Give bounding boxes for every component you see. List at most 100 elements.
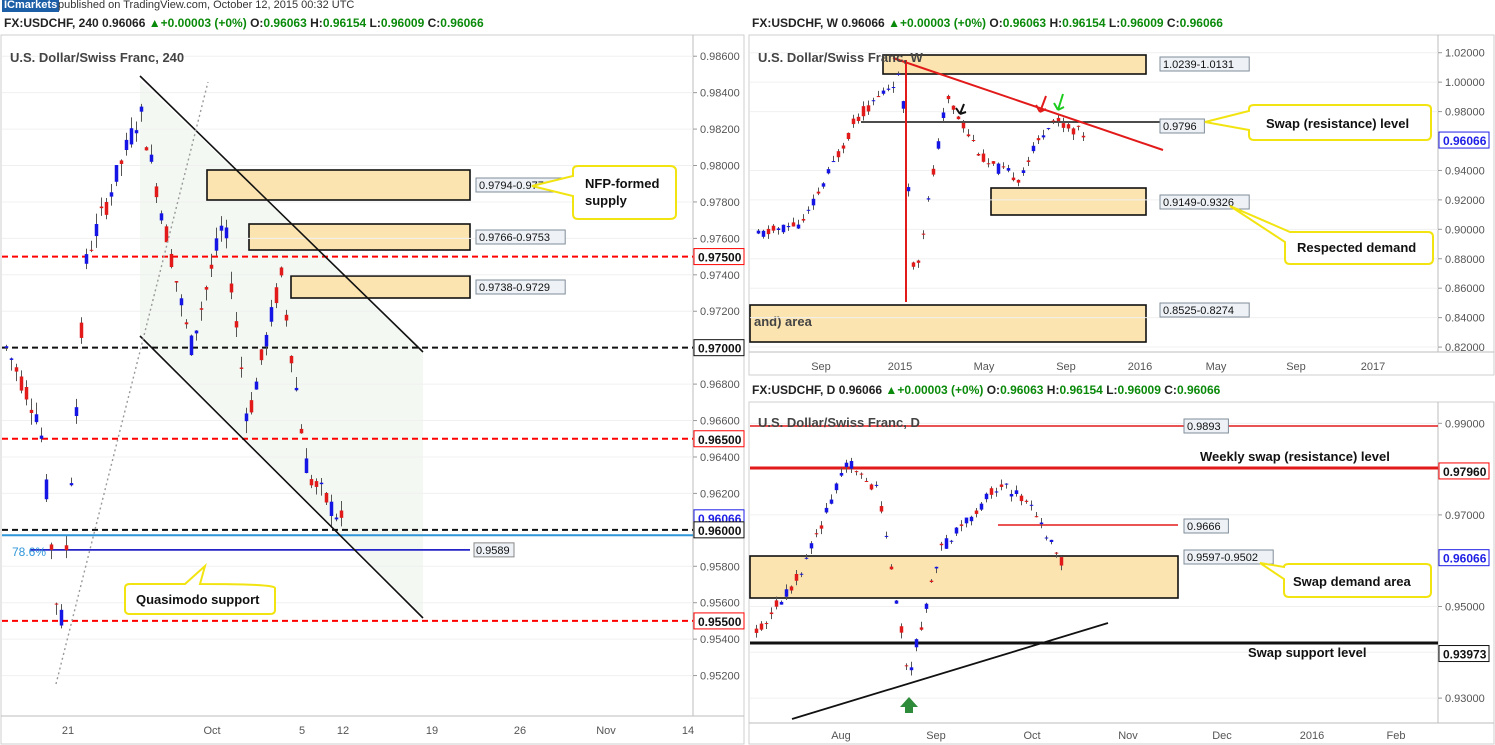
supply-zone-1239[interactable] [882,54,1147,75]
up-arrow-icon: ▲ [148,16,161,30]
demand-zone-9149[interactable] [990,187,1147,216]
callout-nfp-text-2: supply [585,193,628,208]
candle-body [991,161,996,164]
candle-body [24,387,29,400]
candle-body [1039,522,1044,525]
candle-body [844,462,849,468]
candle-body [959,524,964,526]
candle-body [781,224,786,233]
y-tick-label: 0.88000 [1445,254,1485,266]
y-tick-label: 0.96600 [700,416,740,428]
price-tag-current: 0.96066 [1443,134,1487,148]
candle-body [984,493,989,500]
candle-body [339,510,344,518]
candle-body [784,589,789,597]
y-tick-label: 0.96200 [700,488,740,500]
candle-body [894,600,899,604]
callout-swap-resistance[interactable]: Swap (resistance) level [1204,104,1432,141]
candle-body [334,517,339,520]
publish-info: published on TradingView.com, October 12… [58,0,355,11]
zone-label: 0.9666 [1187,521,1221,533]
candle-body [854,471,859,473]
price-tag-current: 0.96066 [1443,552,1487,566]
supply-zone-0738[interactable] [290,275,471,299]
price-change: +0.00003 (+0%) [160,16,247,30]
price-tag-black: 0.93973 [1443,648,1487,662]
supply-zone-0766[interactable] [248,223,471,251]
candle-body [314,481,319,487]
candle-body [946,95,951,100]
candle-body [891,87,896,89]
zone-inner-label: and) area [754,314,813,329]
candle-body [901,101,906,109]
channel-upper-line[interactable] [139,75,424,353]
price-tag-box [693,612,745,630]
candle-body [799,573,804,575]
candle-body [976,153,981,156]
callout-quasimodo[interactable]: Quasimodo support [124,562,276,615]
y-tick-label: 0.96800 [700,379,740,391]
fib-trend-line[interactable] [55,81,209,685]
candle-body [949,540,954,542]
callout-respected-demand[interactable]: Respected demand [1229,205,1434,265]
candle-body [1016,179,1021,183]
price-tag-red: 0.96500 [698,433,742,447]
price-tag-box [693,248,745,266]
candle-body [254,381,259,390]
candle-body [1019,495,1024,502]
quasimodo-level-label: 0.9589 [476,545,510,557]
zone-label-box [475,229,566,245]
candle-body [936,141,941,149]
candle-body [264,334,269,347]
x-tick-label: Sep [1056,361,1076,373]
zone-label: 1.0239-1.0131 [1163,59,1234,71]
y-tick-label: 0.97000 [1445,510,1485,522]
y-tick-label: 0.95000 [1445,602,1485,614]
candle-body [954,527,959,534]
callout-nfp-supply[interactable]: NFP-formed supply [531,165,677,220]
chart-panel-4h[interactable]: 0.98600 0.98400 0.98200 0.98000 0.97800 0.976… [0,34,745,745]
candle-body [94,224,99,237]
candle-body [899,626,904,633]
panel-header-weekly: FX:USDCHF, W 0.96066 ▲+0.00003 (+0%) O:0… [752,16,1223,30]
chart-panel-daily[interactable]: 0.990000.980000.970000.950000.940000.930… [748,401,1495,745]
chart-panel-weekly[interactable]: and) area 1.02000 1.00000 0.98000 0.94000 0.… [748,34,1495,376]
price-tag-black: 0.97000 [698,342,742,356]
channel-lower-line[interactable] [139,335,424,619]
candle-body [139,106,144,112]
y-tick-label: 0.98000 [700,161,740,173]
candle-body [911,262,916,267]
price-tag-box [1438,462,1490,480]
candle-body [194,330,199,334]
y-tick-label: 0.82000 [1445,342,1485,354]
symbol-label[interactable]: FX:USDCHF, D [752,383,836,397]
candle-body [834,483,839,491]
candle-body [1014,490,1019,495]
candle-body [1046,128,1051,130]
candle-body [154,186,159,198]
callout-swap-demand[interactable]: Swap demand area [1259,562,1432,598]
candle-body [189,335,194,356]
high-value: 0.96154 [1059,383,1103,397]
support-trend-line[interactable] [791,622,1109,720]
candle-body [874,484,879,486]
candle-body [219,225,224,231]
brand-logo[interactable]: ICmarkets [2,0,60,12]
candle-body [1036,138,1041,141]
candle-body [926,198,931,200]
candle-body [889,566,894,570]
candle-body [164,226,169,243]
symbol-label[interactable]: FX:USDCHF, W [752,16,838,30]
candle-body [994,491,999,493]
candle-body [124,139,129,150]
supply-zone-0794[interactable] [206,169,471,201]
red-trend-line[interactable] [892,57,1164,151]
demand-zone-8525[interactable] [749,304,1147,343]
candle-body [804,557,809,559]
zone-label: 0.9766-0.9753 [479,232,550,244]
price-change: +0.00003 (+0%) [899,16,987,30]
swap-demand-zone[interactable] [749,555,1179,599]
zone-label: 0.8525-0.8274 [1163,305,1234,317]
symbol-label[interactable]: FX:USDCHF, 240 [4,16,99,30]
candle-body [29,409,34,413]
